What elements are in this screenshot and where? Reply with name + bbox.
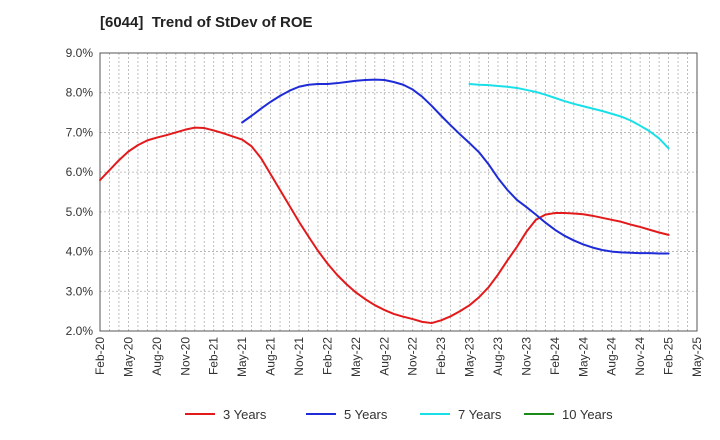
y-tick-label: 4.0%	[66, 245, 94, 259]
x-tick-label: Feb-21	[207, 337, 221, 375]
x-tick-label: Nov-22	[406, 337, 420, 376]
y-tick-label: 6.0%	[66, 165, 94, 179]
series-line-7-years	[468, 82, 670, 150]
x-tick-label: May-21	[235, 337, 249, 377]
x-tick-label: Nov-20	[178, 337, 192, 376]
y-axis-ticks: 2.0% 3.0% 4.0% 5.0% 6.0% 7.0% 8.0% 9.0%	[66, 46, 94, 338]
x-tick-label: May-25	[690, 337, 704, 377]
y-tick-label: 9.0%	[66, 46, 94, 60]
legend: 3 Years 5 Years 7 Years 10 Years	[185, 407, 613, 422]
legend-label: 10 Years	[562, 407, 613, 422]
x-tick-label: Aug-23	[491, 337, 505, 376]
x-tick-label: May-24	[576, 337, 590, 377]
x-tick-label: Nov-24	[633, 337, 647, 376]
y-tick-label: 7.0%	[66, 125, 94, 139]
legend-label: 7 Years	[458, 407, 502, 422]
x-tick-label: Feb-24	[548, 337, 562, 375]
x-tick-label: Feb-22	[320, 337, 334, 375]
legend-label: 5 Years	[344, 407, 388, 422]
x-tick-label: Feb-20	[93, 337, 107, 375]
x-tick-label: Aug-21	[264, 337, 278, 376]
legend-label: 3 Years	[223, 407, 267, 422]
y-tick-label: 8.0%	[66, 86, 94, 100]
x-tick-label: Aug-22	[377, 337, 391, 376]
x-tick-label: Feb-23	[434, 337, 448, 375]
plot-frame	[99, 52, 698, 332]
y-tick-label: 5.0%	[66, 205, 94, 219]
x-tick-label: Aug-20	[150, 337, 164, 376]
series-line-3-years	[99, 126, 670, 325]
x-tick-label: May-22	[349, 337, 363, 377]
x-tick-label: Aug-24	[605, 337, 619, 376]
series-line-5-years	[241, 78, 670, 255]
y-tick-label: 3.0%	[66, 284, 94, 298]
series-layer	[99, 78, 670, 325]
chart-title: [6044] Trend of StDev of ROE	[100, 14, 313, 31]
grid-layer	[100, 53, 697, 331]
y-tick-label: 2.0%	[66, 324, 94, 338]
x-tick-label: Nov-23	[519, 337, 533, 376]
x-axis-ticks: Feb-20 May-20 Aug-20 Nov-20 Feb-21 May-21 Aug-…	[93, 337, 704, 377]
x-tick-label: May-20	[121, 337, 135, 377]
x-tick-label: May-23	[463, 337, 477, 377]
x-tick-label: Nov-21	[292, 337, 306, 376]
x-tick-label: Feb-25	[662, 337, 676, 375]
